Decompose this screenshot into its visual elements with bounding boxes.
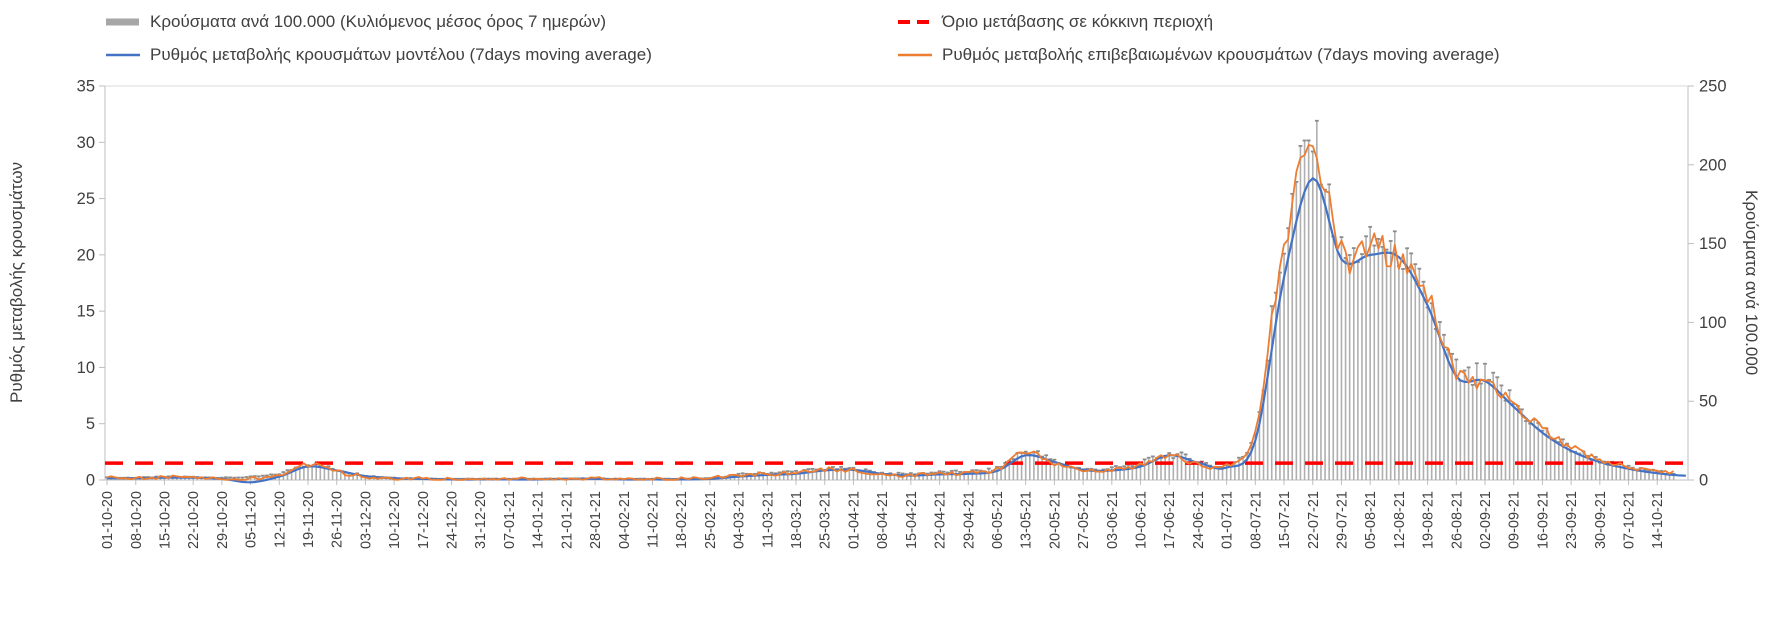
right-axis-ticks: 0 50 100 150 200 250 — [1688, 78, 1727, 490]
x-tick-label: 15-04-21 — [904, 491, 920, 549]
x-tick-label: 09-09-21 — [1507, 491, 1523, 549]
x-tick-label: 15-07-21 — [1277, 491, 1293, 549]
x-tick-label: 08-10-20 — [129, 491, 145, 549]
right-tick-label: 200 — [1699, 156, 1727, 174]
x-tick-label: 31-12-20 — [473, 491, 489, 549]
x-tick-label: 08-07-21 — [1248, 491, 1264, 549]
right-tick-label: 100 — [1699, 314, 1727, 332]
left-tick-label: 15 — [77, 303, 95, 321]
x-tick-label: 29-10-20 — [215, 491, 231, 549]
x-tick-label: 28-01-21 — [588, 491, 604, 549]
x-tick-label: 22-04-21 — [933, 491, 949, 549]
x-tick-label: 22-10-20 — [186, 491, 202, 549]
x-tick-label: 18-02-21 — [674, 491, 690, 549]
x-tick-label: 26-11-20 — [330, 491, 346, 548]
left-tick-label: 10 — [77, 359, 95, 377]
x-tick-label: 17-12-20 — [416, 491, 432, 549]
legend-label-confirmed-rate: Ρυθμός μεταβολής επιβεβαιωμένων κρουσμάτ… — [942, 45, 1500, 64]
legend-item-confirmed-rate: Ρυθμός μεταβολής επιβεβαιωμένων κρουσμάτ… — [897, 43, 1500, 67]
bars-cases-per-100k — [105, 119, 1676, 481]
x-tick-label: 08-04-21 — [875, 491, 891, 549]
legend-label-model-rate: Ρυθμός μεταβολής κρουσμάτων μοντέλου (7d… — [150, 45, 652, 64]
left-tick-label: 20 — [77, 246, 95, 264]
x-tick-label: 25-03-21 — [818, 491, 834, 549]
x-tick-label: 01-04-21 — [846, 491, 862, 549]
x-tick-label: 10-06-21 — [1134, 491, 1150, 549]
x-tick-label: 10-12-20 — [387, 491, 403, 549]
x-tick-label: 17-06-21 — [1162, 491, 1178, 549]
legend-item-red-zone-threshold: Όριο μετάβασης σε κόκκινη περιοχή — [897, 10, 1213, 34]
confirmed-line-swatch — [898, 53, 932, 57]
x-tick-label: 29-07-21 — [1334, 491, 1350, 549]
x-tick-label: 18-03-21 — [789, 491, 805, 549]
x-tick-label: 30-09-21 — [1593, 491, 1609, 549]
right-axis-title: Κρούσματα ανά 100.000 — [1742, 190, 1761, 376]
x-tick-label: 02-09-21 — [1478, 491, 1494, 549]
plot-frame — [104, 85, 1689, 481]
legend-item-cases-per-100k: Κρούσματα ανά 100.000 (Κυλιόμενος μέσος … — [105, 10, 606, 34]
model-rate-line — [107, 177, 1686, 484]
bar-series-swatch — [106, 18, 139, 26]
right-tick-label: 50 — [1699, 393, 1717, 411]
x-tick-label: 03-12-20 — [358, 491, 374, 549]
x-tick-label: 25-02-21 — [703, 491, 719, 549]
left-tick-label: 35 — [77, 78, 95, 96]
x-tick-label: 07-01-21 — [502, 491, 518, 549]
x-tick-label: 16-09-21 — [1535, 491, 1551, 549]
x-tick-label: 23-09-21 — [1564, 491, 1580, 549]
x-tick-label: 27-05-21 — [1076, 491, 1092, 549]
x-tick-label: 19-08-21 — [1421, 491, 1437, 549]
x-tick-label: 12-08-21 — [1392, 491, 1408, 549]
x-tick-label: 15-10-20 — [157, 491, 173, 549]
legend-label-red-zone-threshold: Όριο μετάβασης σε κόκκινη περιοχή — [942, 12, 1214, 31]
left-tick-label: 5 — [86, 415, 95, 433]
legend-item-model-rate: Ρυθμός μεταβολής κρουσμάτων μοντέλου (7d… — [105, 43, 652, 67]
x-tick-label: 21-01-21 — [559, 491, 575, 549]
x-tick-label: 12-11-20 — [272, 491, 288, 548]
left-tick-label: 30 — [77, 134, 95, 152]
x-tick-label: 19-11-20 — [301, 491, 317, 548]
x-axis-ticks: 01-10-20 08-10-20 15-10-20 22-10-20 29-10-20… — [100, 480, 1666, 549]
x-tick-label: 05-08-21 — [1363, 491, 1379, 549]
x-tick-label: 04-03-21 — [732, 491, 748, 549]
x-tick-label: 22-07-21 — [1306, 491, 1322, 549]
x-tick-label: 14-10-21 — [1650, 491, 1666, 549]
x-tick-label: 13-05-21 — [1019, 491, 1035, 549]
left-axis-ticks: 0 5 10 15 20 25 30 35 — [77, 78, 105, 490]
x-tick-label: 07-10-21 — [1622, 491, 1638, 549]
x-tick-label: 20-05-21 — [1047, 491, 1063, 549]
left-tick-label: 0 — [86, 472, 95, 490]
x-tick-label: 11-02-21 — [645, 491, 661, 548]
left-tick-label: 25 — [77, 190, 95, 208]
x-tick-label: 29-04-21 — [961, 491, 977, 549]
right-tick-label: 150 — [1699, 235, 1727, 253]
dashed-threshold-swatch — [898, 20, 932, 24]
legend-label-cases-per-100k: Κρούσματα ανά 100.000 (Κυλιόμενος μέσος … — [150, 12, 607, 31]
x-tick-label: 24-06-21 — [1191, 491, 1207, 549]
right-tick-label: 250 — [1699, 78, 1727, 96]
x-tick-label: 01-07-21 — [1220, 491, 1236, 549]
x-tick-label: 03-06-21 — [1105, 491, 1121, 549]
x-tick-label: 11-03-21 — [760, 491, 776, 548]
confirmed-rate-line — [106, 144, 1675, 481]
x-tick-label: 26-08-21 — [1449, 491, 1465, 549]
model-line-swatch — [106, 53, 140, 57]
x-tick-label: 04-02-21 — [617, 491, 633, 549]
x-tick-label: 24-12-20 — [445, 491, 461, 549]
x-tick-label: 05-11-20 — [244, 491, 260, 548]
right-tick-label: 0 — [1699, 472, 1708, 490]
x-tick-label: 01-10-20 — [100, 491, 116, 549]
x-tick-label: 06-05-21 — [990, 491, 1006, 549]
x-tick-label: 14-01-21 — [531, 491, 547, 549]
